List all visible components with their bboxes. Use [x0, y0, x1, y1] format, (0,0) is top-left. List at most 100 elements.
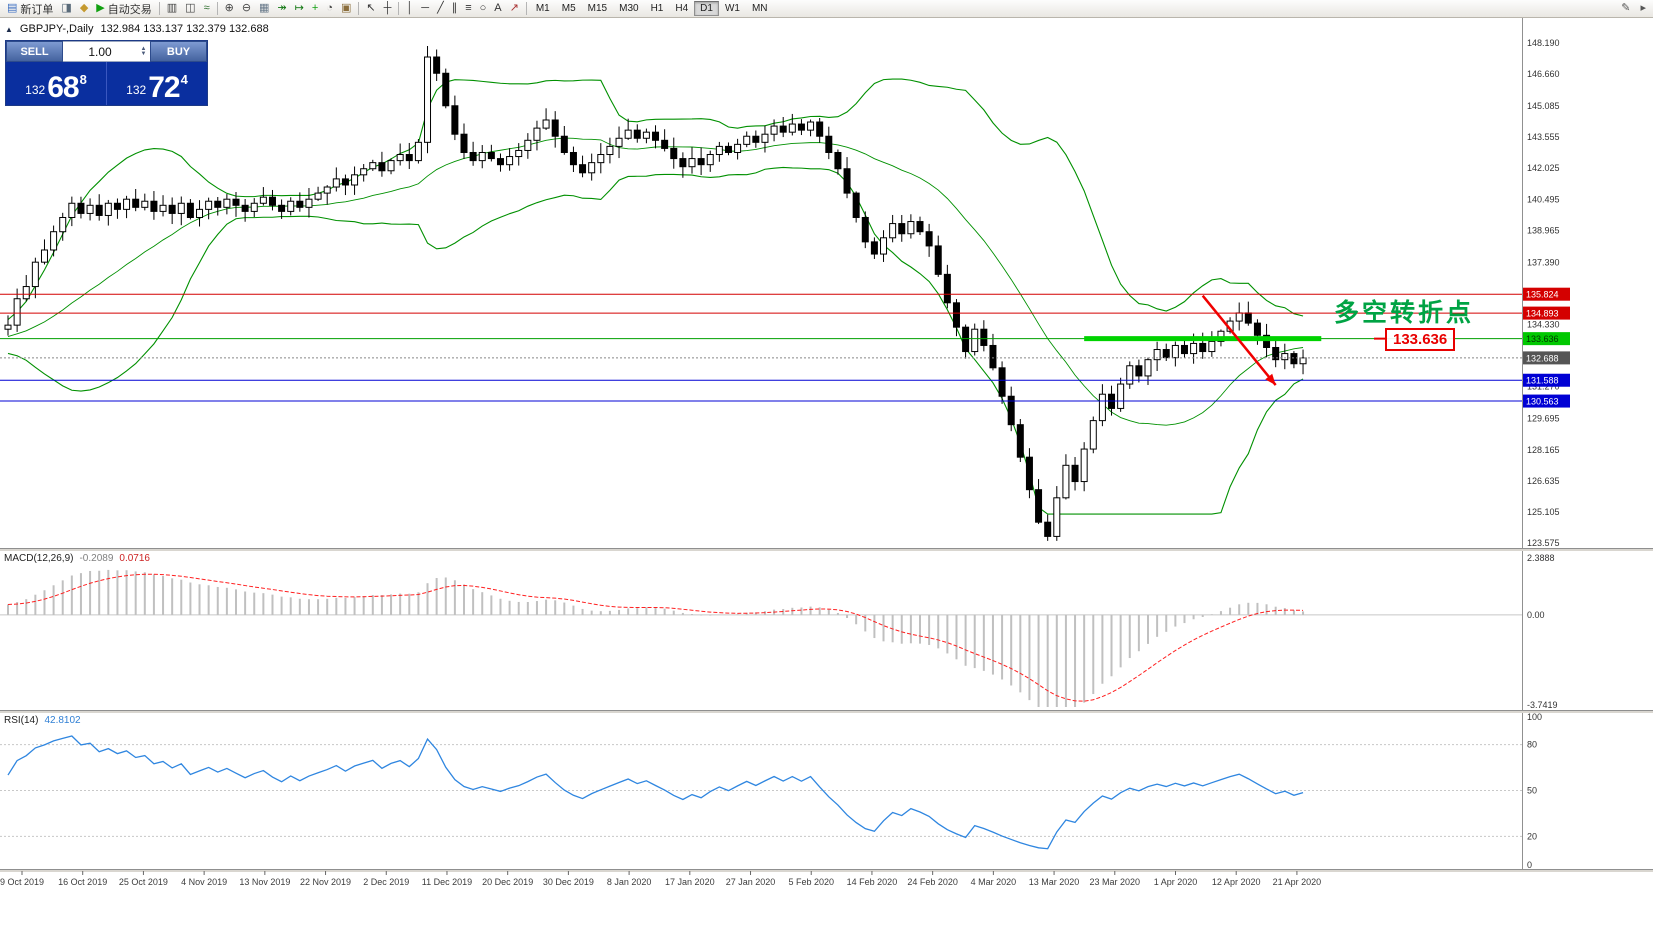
text-icon-glyph: A — [494, 2, 502, 14]
timeframe-w1[interactable]: W1 — [724, 3, 740, 14]
svg-text:1 Apr 2020: 1 Apr 2020 — [1154, 877, 1198, 887]
chart-window-icon[interactable]: ◨ — [57, 1, 75, 17]
svg-text:27 Jan 2020: 27 Jan 2020 — [726, 877, 776, 887]
zoom-in-icon-glyph: ⊕ — [224, 2, 234, 14]
svg-text:145.085: 145.085 — [1527, 101, 1560, 111]
auto-trading-button[interactable]: ▶ 自动交易 — [92, 1, 155, 17]
fibonacci-icon-glyph: ≡ — [465, 2, 472, 14]
auto-trading-glyph: ▶ — [96, 2, 105, 14]
add-indicator-icon[interactable]: + — [308, 1, 322, 17]
rsi-panel[interactable]: 100 80 50 20 0 — [0, 712, 1542, 870]
candles[interactable] — [4, 45, 1307, 541]
macd-indicator-label: MACD(12,26,9) -0.2089 0.0716 — [4, 553, 150, 564]
candlestick-chart-icon[interactable]: ◫ — [181, 1, 199, 17]
svg-text:0.00: 0.00 — [1527, 610, 1545, 620]
chart-symbol-label: GBPJPY-,Daily — [19, 23, 94, 35]
macd-name: MACD(12,26,9) — [4, 553, 74, 564]
crosshair-icon-glyph: ┼ — [383, 2, 392, 14]
svg-text:2 Dec 2019: 2 Dec 2019 — [363, 877, 409, 887]
arrows-icon[interactable]: ↗ — [506, 1, 523, 17]
svg-text:128.165: 128.165 — [1527, 445, 1560, 455]
svg-text:140.495: 140.495 — [1527, 194, 1560, 204]
crosshair-icon[interactable]: ┼ — [380, 1, 396, 17]
svg-text:8 Jan 2020: 8 Jan 2020 — [607, 877, 652, 887]
collapse-icon-glyph: ▸ — [1640, 2, 1646, 14]
sell-button[interactable]: SELL — [6, 41, 63, 62]
svg-text:129.695: 129.695 — [1527, 414, 1560, 424]
timeframe-h1[interactable]: H1 — [650, 3, 664, 14]
svg-text:20: 20 — [1527, 831, 1537, 841]
periods-icon[interactable]: ◔ — [322, 1, 337, 17]
chart-title: ▲ GBPJPY-,Daily 132.984 133.137 132.379 … — [5, 23, 269, 35]
volume-down-icon[interactable]: ▼ — [140, 50, 147, 57]
profiles-icon[interactable]: ◆ — [76, 1, 92, 17]
one-click-trading-panel: SELL ▲ ▼ BUY 132 68 8 132 72 4 — [5, 40, 208, 106]
zoom-out-icon[interactable]: ⊖ — [238, 1, 255, 17]
turning-point-annotation[interactable]: 多空转折点 — [1334, 299, 1475, 327]
equidistant-channel-icon[interactable]: ∥ — [448, 1, 462, 17]
cursor-icon[interactable]: ↖ — [362, 1, 379, 17]
price-callout-label[interactable]: 133.636 — [1385, 328, 1456, 351]
volume-up-icon[interactable]: ▲ — [140, 45, 147, 52]
horizontal-line-icon[interactable]: ─ — [417, 1, 433, 17]
annotation-objects[interactable] — [1084, 294, 1386, 386]
main-toolbar: ▤ 新订单 ◨ ◆ ▶ 自动交易 ▥ ◫ ≈ ⊕ ⊖ ▦ ↠ ↦ + ◔ ▣ ↖ ┼ │ ─ ╱ ∥ ≡ ○ A ↗ M1 M5 M15 M… — [0, 0, 1653, 18]
horizontal-lines[interactable] — [0, 293, 1522, 402]
cursor-icon-glyph: ↖ — [366, 2, 376, 14]
macd-panel[interactable]: 2.3888 0.00 -3.7419 — [0, 553, 1558, 710]
templates-icon[interactable]: ▣ — [337, 1, 355, 17]
auto-scroll-icon[interactable]: ↠ — [273, 1, 290, 17]
sell-price-prefix: 132 — [25, 83, 46, 97]
line-chart-icon[interactable]: ≈ — [200, 1, 214, 17]
timeframe-m1[interactable]: M1 — [535, 3, 550, 14]
svg-text:9 Oct 2019: 9 Oct 2019 — [0, 877, 44, 887]
chart-ohlc-values: 132.984 133.137 132.379 132.688 — [100, 23, 269, 35]
svg-text:20 Dec 2019: 20 Dec 2019 — [482, 877, 533, 887]
svg-text:131.588: 131.588 — [1526, 376, 1559, 386]
panel-separators[interactable] — [0, 548, 1653, 872]
chart-shift-icon[interactable]: ↦ — [291, 1, 308, 17]
timeframe-m30[interactable]: M30 — [619, 3, 639, 14]
horizontal-line-icon-glyph: ─ — [421, 2, 430, 14]
fibonacci-icon[interactable]: ≡ — [461, 1, 475, 17]
vertical-line-icon[interactable]: │ — [402, 1, 417, 17]
svg-text:21 Apr 2020: 21 Apr 2020 — [1273, 877, 1322, 887]
buy-price-prefix: 132 — [126, 83, 147, 97]
text-icon[interactable]: A — [490, 1, 505, 17]
volume-stepper[interactable]: ▲ ▼ — [137, 45, 150, 57]
timeframe-d1[interactable]: D1 — [694, 1, 719, 16]
timeframe-m15[interactable]: M15 — [587, 3, 608, 14]
price-axis[interactable]: 148.190 146.660 145.085 143.555 142.025 140.4… — [1522, 18, 1570, 871]
trendline-icon[interactable]: ╱ — [433, 1, 448, 17]
collapse-icon[interactable]: ▸ — [1636, 1, 1650, 17]
profiles-icon-glyph: ◆ — [79, 2, 89, 14]
time-axis[interactable]: 9 Oct 2019 16 Oct 2019 25 Oct 2019 4 Nov 20… — [0, 871, 1321, 887]
symbol-marker-icon: ▲ — [5, 24, 13, 34]
new-order-button[interactable]: ▤ 新订单 — [3, 1, 57, 17]
buy-button[interactable]: BUY — [150, 41, 207, 62]
shapes-icon[interactable]: ○ — [476, 1, 491, 17]
timeframe-mn[interactable]: MN — [751, 3, 768, 14]
line-chart-icon-glyph: ≈ — [203, 2, 210, 14]
buy-price-button[interactable]: 132 72 4 — [107, 62, 207, 105]
svg-text:133.636: 133.636 — [1526, 334, 1559, 344]
grid-icon[interactable]: ▦ — [255, 1, 273, 17]
svg-text:134.330: 134.330 — [1527, 320, 1560, 330]
svg-text:130.563: 130.563 — [1526, 397, 1559, 407]
svg-text:125.105: 125.105 — [1527, 507, 1560, 517]
svg-text:146.660: 146.660 — [1527, 69, 1560, 79]
zoom-in-icon[interactable]: ⊕ — [221, 1, 238, 17]
edit-icon[interactable]: ✎ — [1617, 1, 1634, 17]
bar-chart-icon[interactable]: ▥ — [163, 1, 181, 17]
svg-text:12 Apr 2020: 12 Apr 2020 — [1212, 877, 1261, 887]
sell-price-button[interactable]: 132 68 8 — [6, 62, 107, 105]
sell-price-big: 68 — [47, 71, 79, 104]
periods-icon-glyph: ◔ — [326, 2, 333, 14]
candlestick-chart-icon-glyph: ◫ — [185, 2, 196, 14]
equidistant-channel-icon-glyph: ∥ — [451, 2, 458, 14]
timeframe-h4[interactable]: H4 — [675, 3, 689, 14]
timeframe-m5[interactable]: M5 — [561, 3, 576, 14]
volume-input[interactable] — [63, 44, 137, 59]
svg-text:-3.7419: -3.7419 — [1527, 700, 1558, 710]
